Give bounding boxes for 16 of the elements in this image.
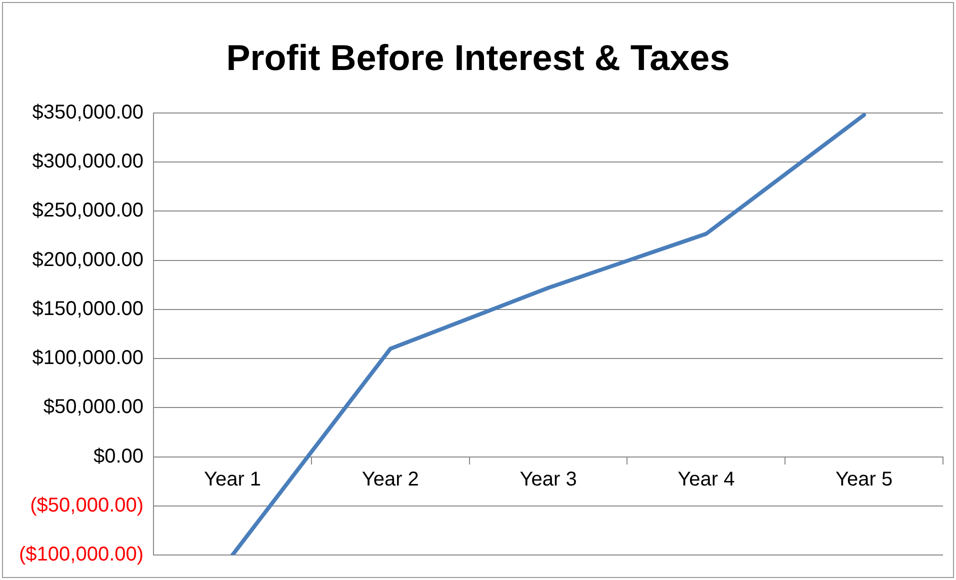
y-tick-label: $0.00 bbox=[93, 445, 144, 468]
y-tick-label: $350,000.00 bbox=[32, 102, 144, 124]
y-tick-label: $150,000.00 bbox=[32, 298, 144, 320]
x-tick-label: Year 5 bbox=[836, 468, 893, 490]
x-tick-label: Year 3 bbox=[520, 468, 577, 490]
y-tick-label: $50,000.00 bbox=[43, 396, 144, 418]
chart-title: Profit Before Interest & Taxes bbox=[225, 37, 731, 79]
y-tick-label: ($100,000.00) bbox=[18, 544, 144, 566]
y-tick-label: $300,000.00 bbox=[32, 150, 144, 173]
x-tick-label: Year 2 bbox=[362, 468, 419, 490]
x-tick-label: Year 1 bbox=[204, 468, 262, 490]
y-tick-label: $100,000.00 bbox=[32, 347, 144, 370]
y-tick-label: ($50,000.00) bbox=[30, 494, 144, 516]
y-tick-label: $250,000.00 bbox=[32, 200, 144, 222]
y-tick-label: $200,000.00 bbox=[32, 248, 144, 271]
x-tick-label: Year 4 bbox=[678, 468, 735, 490]
